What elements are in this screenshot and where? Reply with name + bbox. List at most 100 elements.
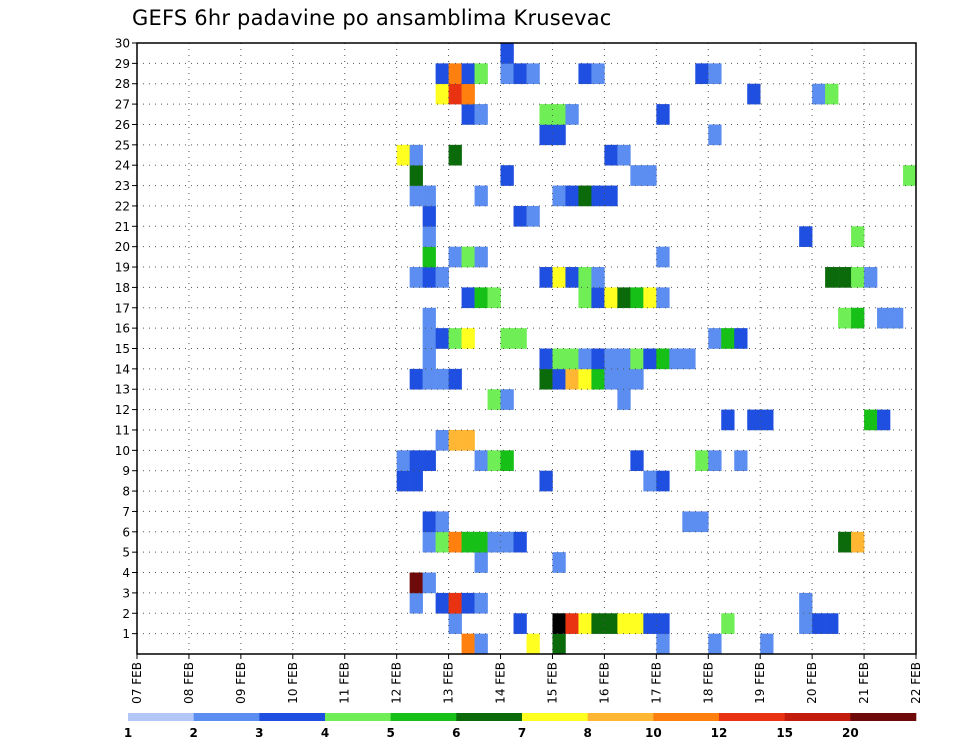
heatmap-cell <box>474 185 488 207</box>
x-tick-label: 17 FEB <box>649 662 663 704</box>
y-tick-label: 30 <box>115 37 130 51</box>
colorbar-swatch <box>128 713 194 721</box>
heatmap-cell <box>396 450 410 471</box>
heatmap-cell <box>474 531 488 553</box>
heatmap-cell <box>747 83 761 105</box>
heatmap-cell <box>708 124 722 146</box>
x-tick-label: 09 FEB <box>234 662 248 704</box>
heatmap-cell <box>864 409 878 431</box>
heatmap-cell <box>422 267 436 288</box>
x-tick-label: 21 FEB <box>857 662 871 704</box>
heatmap-cell <box>474 552 488 573</box>
heatmap-cell <box>409 470 423 492</box>
heatmap-cell <box>591 348 605 370</box>
heatmap-cell <box>435 368 449 390</box>
x-tick-label: 16 FEB <box>597 662 611 704</box>
x-tick-label: 22 FEB <box>909 662 923 704</box>
heatmap-cell <box>669 348 683 370</box>
heatmap-cell <box>578 185 592 207</box>
heatmap-cell <box>422 450 436 471</box>
heatmap-cell <box>448 328 462 349</box>
x-tick-label: 19 FEB <box>753 662 767 704</box>
y-tick-label: 11 <box>115 423 130 437</box>
y-tick-label: 26 <box>115 118 130 132</box>
heatmap-cell <box>617 144 631 166</box>
colorbar-swatch <box>456 713 523 721</box>
heatmap-cell <box>578 267 592 288</box>
heatmap-cell <box>539 267 553 288</box>
heatmap-cell <box>513 63 527 85</box>
heatmap-cell <box>591 63 605 85</box>
heatmap-cell <box>604 287 618 309</box>
heatmap-cell <box>409 368 423 390</box>
heatmap-cell <box>552 633 566 655</box>
heatmap-cell <box>448 592 462 614</box>
heatmap-cell <box>539 348 553 370</box>
heatmap-cell <box>422 185 436 207</box>
colorbar-label: 1 <box>124 726 132 740</box>
colorbar-swatch <box>259 713 326 721</box>
heatmap-cell <box>630 165 644 186</box>
heatmap-cell <box>656 470 670 492</box>
heatmap-cell <box>591 613 605 634</box>
heatmap-cell <box>513 205 527 227</box>
heatmap-cell <box>617 368 631 390</box>
heatmap-cell <box>513 328 527 349</box>
heatmap-cell <box>474 246 488 268</box>
heatmap-cell <box>422 307 436 329</box>
heatmap-cell <box>695 511 709 533</box>
heatmap-cell <box>630 348 644 370</box>
heatmap-cell <box>552 124 566 146</box>
colorbar-swatch <box>784 713 851 721</box>
heatmap-cell <box>604 368 618 390</box>
colorbar-swatch <box>850 713 917 721</box>
heatmap-cell <box>630 368 644 390</box>
heatmap-cell <box>487 287 501 309</box>
colorbar-label: 5 <box>386 726 394 740</box>
y-tick-label: 28 <box>115 77 130 91</box>
heatmap-cell <box>617 287 631 309</box>
heatmap-cell <box>461 429 475 451</box>
heatmap-cell <box>500 328 514 349</box>
colorbar-layer: 1 2 3 4 5 6 7 8 10 12 15 20 <box>124 713 917 740</box>
heatmap-cell <box>643 613 657 634</box>
heatmap-cell <box>396 470 410 492</box>
heatmap-cell <box>552 552 566 573</box>
heatmap-cell <box>578 613 592 634</box>
heatmap-cell <box>604 613 618 634</box>
x-tick-label: 07 FEB <box>130 662 144 704</box>
heatmap-cell <box>825 613 839 634</box>
heatmap-cell <box>643 287 657 309</box>
heatmap-cell <box>695 450 709 471</box>
heatmap-cell <box>721 613 735 634</box>
heatmap-cell <box>760 409 774 431</box>
heatmap-cell <box>500 43 514 64</box>
heatmap-cell <box>409 592 423 614</box>
x-tick-label: 11 FEB <box>338 662 352 704</box>
heatmap-cell <box>838 267 852 288</box>
colorbar-swatch <box>587 713 654 721</box>
heatmap-cell <box>565 104 579 125</box>
heatmap-cell <box>409 267 423 288</box>
heatmap-cell <box>513 613 527 634</box>
heatmap-cell <box>409 185 423 207</box>
x-tick-label: 14 FEB <box>494 662 508 704</box>
heatmap-cell <box>851 307 865 329</box>
heatmap-cell <box>487 450 501 471</box>
heatmap-cell <box>617 348 631 370</box>
heatmap-cell <box>630 450 644 471</box>
y-tick-label: 19 <box>115 261 130 275</box>
heatmap-cell <box>643 165 657 186</box>
heatmap-cell <box>461 328 475 349</box>
heatmap-cell <box>591 185 605 207</box>
y-tick-label: 16 <box>115 322 130 336</box>
heatmap-cell <box>721 328 735 349</box>
x-tick-label: 18 FEB <box>701 662 715 704</box>
heatmap-cell <box>422 511 436 533</box>
x-tick-label: 08 FEB <box>182 662 196 704</box>
axis-layer: 1234567891011121314151617181920212223242… <box>115 37 923 704</box>
heatmap-cell <box>474 63 488 85</box>
heatmap-cell <box>461 83 475 105</box>
heatmap-cell <box>500 389 514 410</box>
heatmap-cell <box>877 307 891 329</box>
